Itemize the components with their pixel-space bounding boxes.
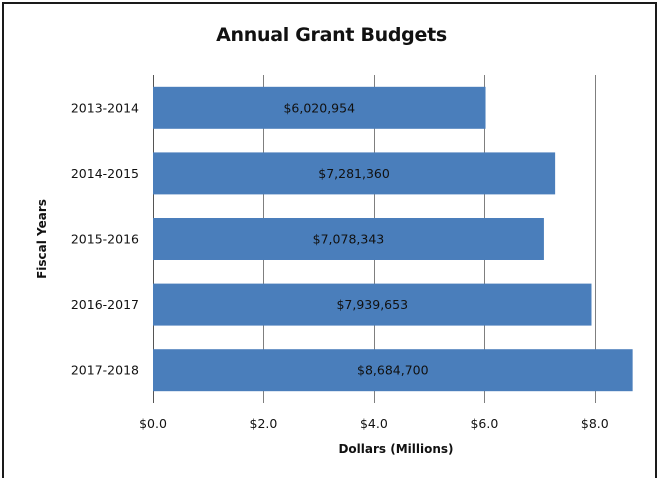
y-tick-labels: 2013-2014 2014-2015 2015-2016 2016-2017 2017… [71, 100, 139, 377]
y-tick-label: 2017-2018 [71, 363, 139, 378]
data-label: $7,078,343 [313, 232, 385, 247]
x-axis-label: Dollars (Millions) [338, 442, 453, 456]
x-tick-label: $8.0 [581, 416, 609, 431]
y-tick-label: 2013-2014 [71, 100, 139, 115]
data-label: $8,684,700 [357, 363, 429, 378]
bar [153, 152, 556, 195]
bar [153, 86, 486, 129]
x-tick-labels: $0.0 $2.0 $4.0 $6.0 $8.0 [139, 416, 609, 431]
data-label: $6,020,954 [283, 100, 355, 115]
x-tick-label: $2.0 [250, 416, 278, 431]
bar [153, 349, 633, 392]
y-tick-label: 2014-2015 [71, 166, 139, 181]
y-tick-label: 2016-2017 [71, 297, 139, 312]
data-label: $7,281,360 [318, 166, 390, 181]
y-tick-label: 2015-2016 [71, 232, 139, 247]
bar-labels: $6,020,954 $7,281,360 $7,078,343 $7,939,653… [283, 100, 428, 377]
bar [153, 283, 592, 326]
chart-title: Annual Grant Budgets [216, 24, 447, 46]
x-tick-label: $6.0 [470, 416, 498, 431]
x-tick-label: $4.0 [360, 416, 388, 431]
data-label: $7,939,653 [336, 297, 408, 312]
y-axis-label: Fiscal Years [35, 199, 49, 279]
x-tick-label: $0.0 [139, 416, 167, 431]
bars [153, 86, 633, 392]
bar [153, 218, 544, 260]
